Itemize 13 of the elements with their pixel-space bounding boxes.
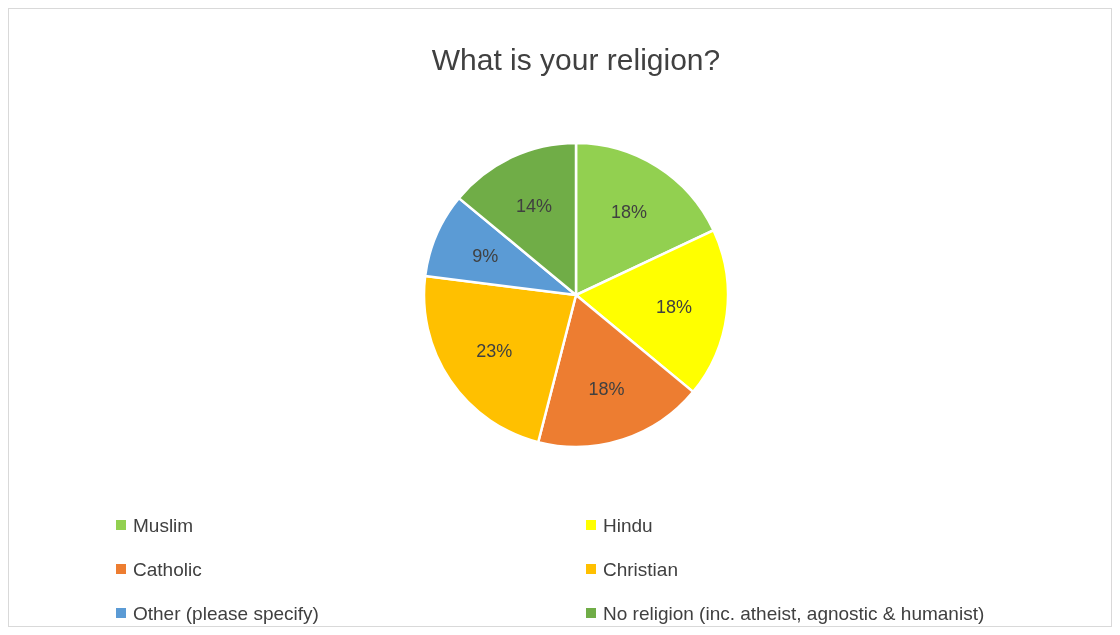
chart-title: What is your religion? (431, 43, 721, 76)
data-label: 18% (656, 297, 693, 318)
legend-label: Other (please specify) (133, 602, 319, 624)
legend-label: No religion (inc. atheist, agnostic & humanist) (603, 602, 985, 624)
legend-label: Catholic (133, 558, 202, 580)
legend-label: Hindu (603, 514, 653, 536)
data-label: 18% (610, 201, 647, 222)
data-label: 18% (588, 378, 625, 399)
data-label: 23% (476, 340, 513, 361)
data-label: 9% (472, 245, 499, 266)
legend-label: Christian (603, 558, 678, 580)
data-label: 14% (515, 195, 552, 216)
legend-label: Muslim (133, 514, 194, 536)
